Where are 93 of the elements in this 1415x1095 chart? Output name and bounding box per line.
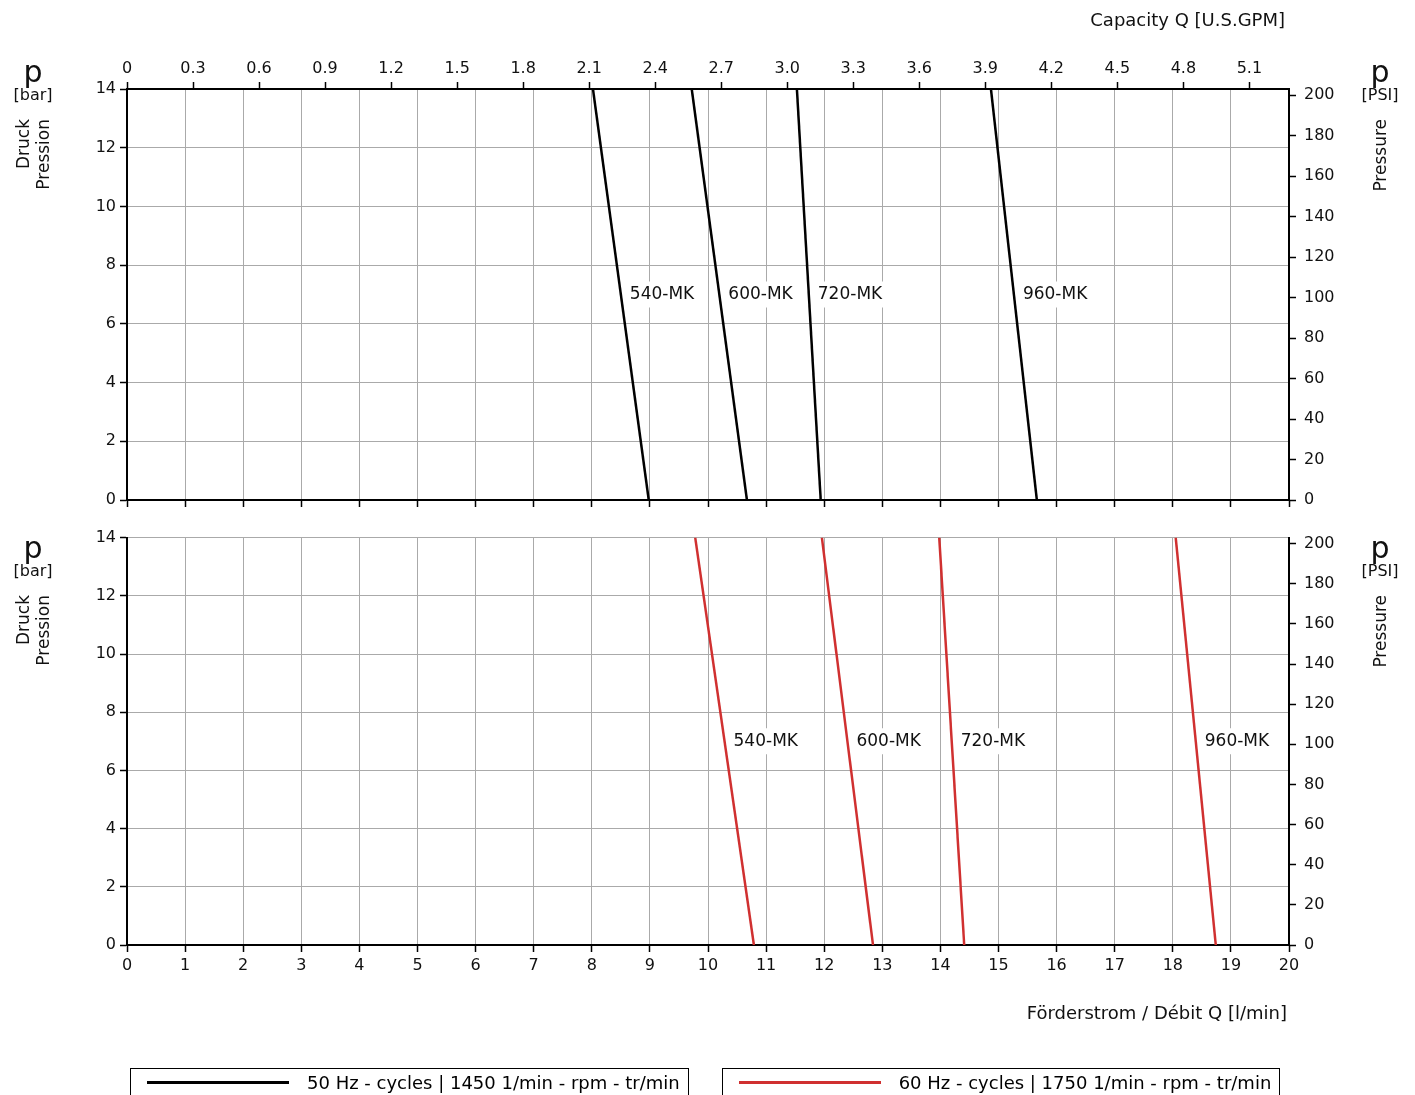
x-tick-label: 8 xyxy=(586,954,597,974)
x-axis-title: Förderstrom / Débit Q [l/min] xyxy=(1026,1002,1287,1023)
x2-tick-label: 3.0 xyxy=(774,57,800,77)
y2-tick-label: 140 xyxy=(1304,653,1335,673)
x-tick-label: 1 xyxy=(180,954,191,974)
y2-tick-label: 80 xyxy=(1304,773,1325,793)
x2-tick-label: 2.7 xyxy=(708,57,734,77)
x2-tick-label: 3.3 xyxy=(840,57,866,77)
y-tick-label: 4 xyxy=(105,817,116,837)
x-tick-label: 10 xyxy=(697,954,719,974)
y2-tick-label: 60 xyxy=(1304,367,1325,387)
x-tick-label: 5 xyxy=(412,954,423,974)
y2-axis-title: p [PSI] Pressure xyxy=(1360,54,1400,192)
x2-tick-label: 1.5 xyxy=(444,57,470,77)
x-tick-label: 12 xyxy=(814,954,835,974)
y2-tick-label: 0 xyxy=(1304,934,1315,954)
x-tick-label: 11 xyxy=(755,954,777,974)
series-label: 600-MK xyxy=(856,729,922,750)
x2-tick-label: 1.8 xyxy=(510,57,536,77)
series-label: 720-MK xyxy=(817,282,884,303)
series-label: 720-MK xyxy=(960,729,1026,750)
y2-tick-label: 60 xyxy=(1304,813,1325,833)
x2-tick-label: 2.4 xyxy=(642,57,668,77)
legend-title: 50 Hz - cycles | 1450 1/min - rpm - tr/min xyxy=(307,1071,680,1093)
y2-tick-label: 140 xyxy=(1304,205,1335,225)
x-tick-label: 13 xyxy=(872,954,893,974)
y2-tick-label: 200 xyxy=(1304,84,1335,104)
y-tick-label: 4 xyxy=(105,371,116,391)
x-tick-label: 19 xyxy=(1220,954,1242,974)
series-label: 540-MK xyxy=(629,282,696,303)
y-tick-label: 6 xyxy=(105,313,116,333)
x2-tick-label: 0 xyxy=(121,57,133,77)
y-tick-label: 8 xyxy=(105,701,116,721)
y-tick-label: 8 xyxy=(105,254,116,274)
y-tick-label: 12 xyxy=(95,136,116,156)
y-tick-label: 12 xyxy=(95,584,116,604)
x2-tick-label: 4.5 xyxy=(1104,57,1131,77)
y2-tick-label: 160 xyxy=(1304,613,1335,633)
y2-tick-label: 200 xyxy=(1304,532,1335,552)
series-label: 960-MK xyxy=(1204,729,1270,750)
y2-tick-label: 160 xyxy=(1304,165,1335,185)
x-tick-label: 9 xyxy=(644,954,655,974)
y-tick-label: 10 xyxy=(95,195,116,215)
legend-title: 60 Hz - cycles | 1750 1/min - rpm - tr/min xyxy=(898,1071,1272,1093)
x-tick-label: 15 xyxy=(988,954,1009,974)
y-tick-label: 10 xyxy=(95,643,116,663)
y-tick-label: 14 xyxy=(95,526,116,546)
y-axis-title: p [bar] Druck Pression xyxy=(12,530,54,666)
y2-tick-label: 180 xyxy=(1304,572,1335,592)
x2-tick-label: 3.9 xyxy=(972,57,999,77)
x2-tick-label: 5.1 xyxy=(1236,57,1263,77)
y-axis-title: p [bar] Druck Pression xyxy=(12,54,54,190)
x2-tick-label: 3.6 xyxy=(906,57,932,77)
x-tick-label: 16 xyxy=(1046,954,1067,974)
x-tick-label: 2 xyxy=(238,954,249,974)
series-label: 960-MK xyxy=(1022,282,1089,303)
y2-tick-label: 20 xyxy=(1304,894,1325,914)
y-tick-label: 2 xyxy=(105,430,116,450)
x-tick-label: 20 xyxy=(1278,954,1300,974)
series-label: 540-MK xyxy=(733,729,799,750)
series-label: 600-MK xyxy=(728,282,794,303)
y-tick-label: 6 xyxy=(105,759,116,779)
x-tick-label: 18 xyxy=(1162,954,1183,974)
y2-tick-label: 120 xyxy=(1304,246,1335,266)
y2-axis-title: p [PSI] Pressure xyxy=(1360,530,1400,668)
y2-tick-label: 100 xyxy=(1304,733,1335,753)
x2-tick-label: 2.1 xyxy=(576,57,602,77)
x-tick-label: 7 xyxy=(528,954,539,974)
x2-tick-label: 4.2 xyxy=(1038,57,1065,77)
y2-tick-label: 120 xyxy=(1304,693,1335,713)
y2-tick-label: 100 xyxy=(1304,286,1335,306)
x-tick-label: 14 xyxy=(930,954,951,974)
x-tick-label: 6 xyxy=(470,954,481,974)
x2-tick-label: 0.6 xyxy=(246,57,272,77)
y-tick-label: 0 xyxy=(105,934,116,954)
y2-tick-label: 80 xyxy=(1304,327,1325,347)
y-tick-label: 0 xyxy=(105,489,116,509)
x-tick-label: 17 xyxy=(1104,954,1125,974)
x-tick-label: 3 xyxy=(296,954,307,974)
x2-tick-label: 0.9 xyxy=(312,57,338,77)
x-tick-label: 0 xyxy=(121,954,133,974)
y2-tick-label: 40 xyxy=(1304,853,1325,873)
y2-tick-label: 40 xyxy=(1304,408,1325,428)
x2-axis-title: Capacity Q [U.S.GPM] xyxy=(1090,9,1285,30)
y2-tick-label: 20 xyxy=(1304,448,1325,468)
y2-tick-label: 180 xyxy=(1304,124,1335,144)
y-tick-label: 14 xyxy=(95,78,116,98)
y-tick-label: 2 xyxy=(105,875,116,895)
y2-tick-label: 0 xyxy=(1304,489,1315,509)
x2-tick-label: 4.8 xyxy=(1170,57,1197,77)
x2-tick-label: 1.2 xyxy=(378,57,404,77)
x-tick-label: 4 xyxy=(354,954,365,974)
x2-tick-label: 0.3 xyxy=(180,57,206,77)
